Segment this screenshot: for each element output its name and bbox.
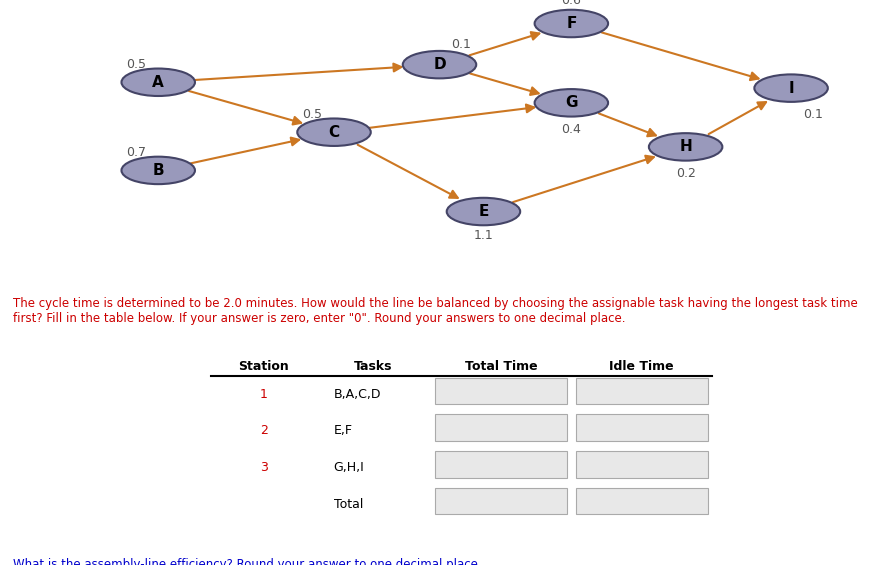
FancyBboxPatch shape [575,488,707,514]
Text: 0.7: 0.7 [126,146,146,159]
Text: Total Time: Total Time [464,360,536,373]
FancyBboxPatch shape [575,451,707,477]
Ellipse shape [534,89,608,116]
FancyBboxPatch shape [435,488,566,514]
Ellipse shape [534,10,608,37]
Text: 0.5: 0.5 [126,58,146,71]
Text: B: B [152,163,164,178]
Ellipse shape [753,75,827,102]
Text: Station: Station [238,360,289,373]
Ellipse shape [297,119,371,146]
Text: 3: 3 [260,461,267,474]
Ellipse shape [121,68,195,96]
Ellipse shape [446,198,520,225]
Text: C: C [328,125,339,140]
Ellipse shape [648,133,722,160]
Text: Tasks: Tasks [354,360,392,373]
Text: 0.5: 0.5 [302,108,321,121]
Text: G,H,I: G,H,I [334,461,363,474]
Text: F: F [565,16,576,31]
Text: 0.1: 0.1 [802,108,822,121]
Text: 0.6: 0.6 [561,0,580,7]
Text: 1.1: 1.1 [473,228,493,242]
Text: 2: 2 [260,424,267,437]
FancyBboxPatch shape [575,414,707,441]
Text: The cycle time is determined to be 2.0 minutes. How would the line be balanced b: The cycle time is determined to be 2.0 m… [13,297,857,325]
Text: D: D [433,57,445,72]
Text: I: I [788,81,793,95]
Text: H: H [679,140,691,154]
Text: 0.2: 0.2 [675,167,694,180]
Text: G: G [565,95,577,110]
FancyBboxPatch shape [435,414,566,441]
Text: E: E [478,204,488,219]
FancyBboxPatch shape [435,451,566,477]
FancyBboxPatch shape [435,377,566,404]
Text: Total: Total [334,498,363,511]
Text: A: A [152,75,164,90]
Text: Idle Time: Idle Time [608,360,673,373]
Text: What is the assembly-line efficiency? Round your answer to one decimal place.: What is the assembly-line efficiency? Ro… [13,558,481,565]
Text: B,A,C,D: B,A,C,D [334,388,381,401]
Text: 1: 1 [260,388,267,401]
Text: 0.4: 0.4 [561,123,580,136]
Text: 0.1: 0.1 [451,37,471,51]
Ellipse shape [121,157,195,184]
Text: E,F: E,F [334,424,352,437]
Ellipse shape [402,51,476,79]
FancyBboxPatch shape [575,377,707,404]
